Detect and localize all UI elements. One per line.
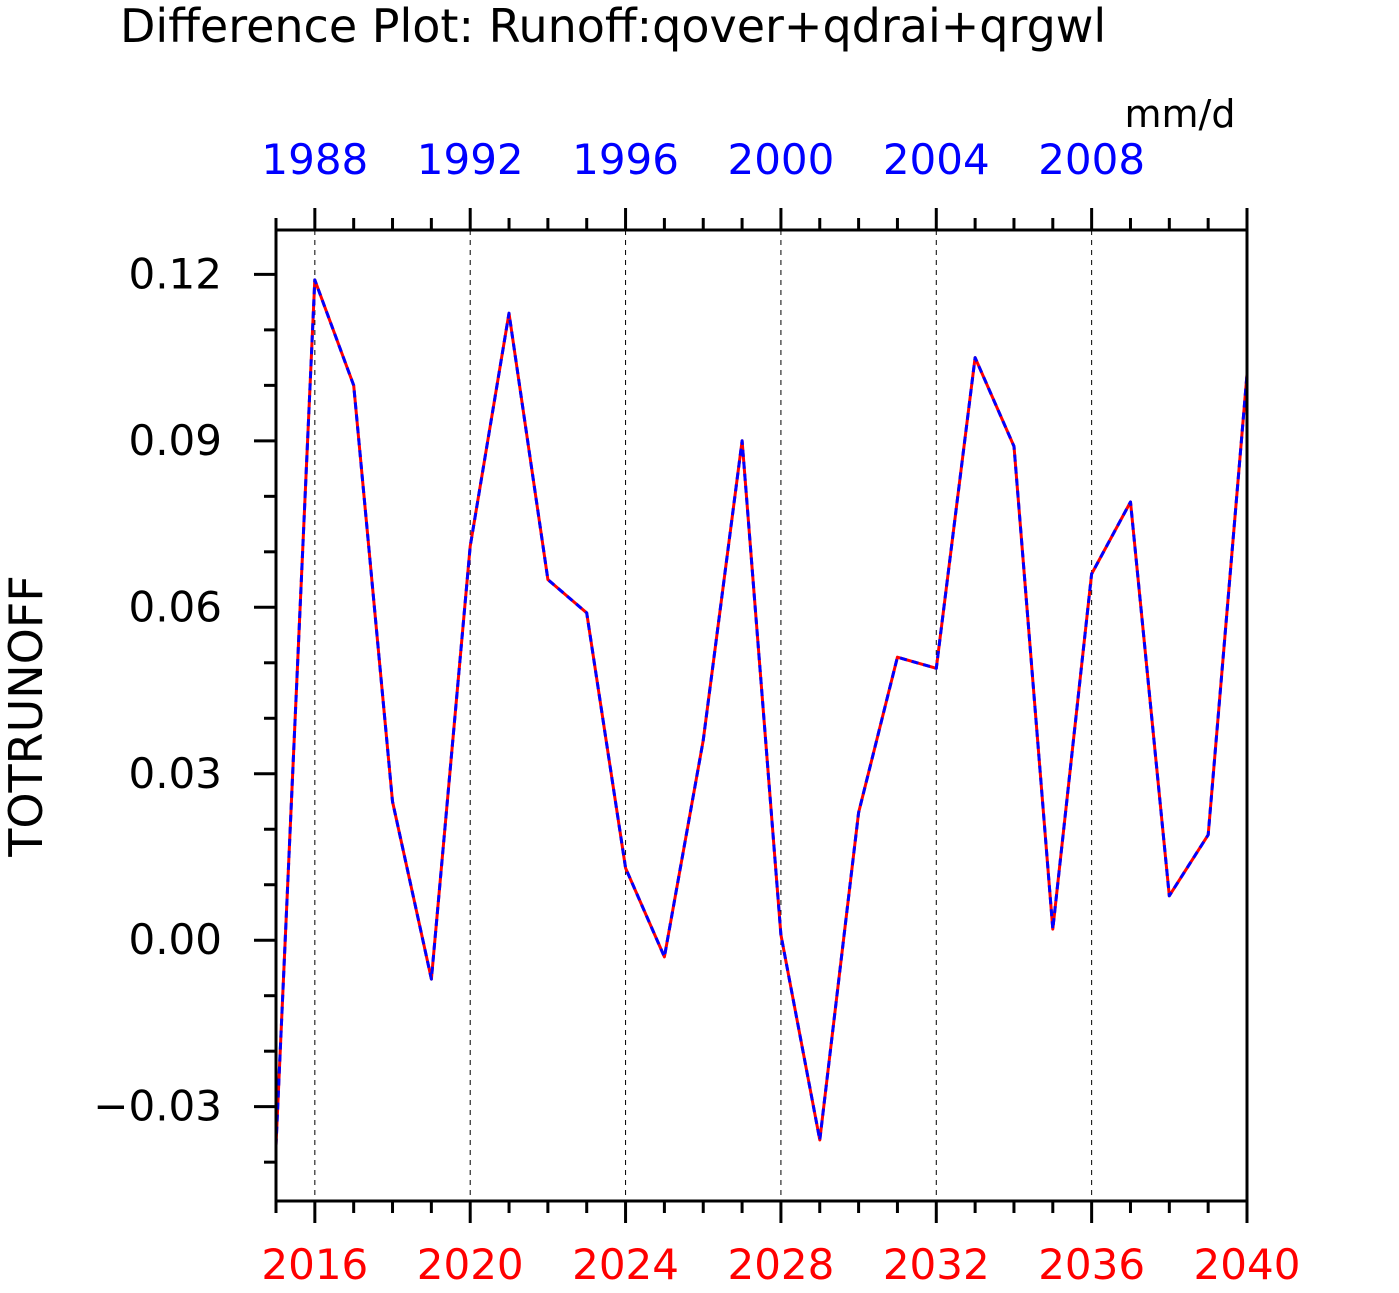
y-tick-label: 0.06 xyxy=(128,582,222,631)
x-tick-label-top: 1996 xyxy=(572,135,679,184)
chart-title: Difference Plot: Runoff:qover+qdrai+qrgw… xyxy=(120,0,1106,53)
x-tick-label-top: 1992 xyxy=(417,135,524,184)
series-lines xyxy=(274,278,1249,1146)
axis-ticks xyxy=(254,208,1249,1223)
series-line-red xyxy=(274,278,1249,1146)
y-tick-label: 0.12 xyxy=(128,249,222,298)
y-tick-label: 0.00 xyxy=(128,915,222,964)
series-line-blue xyxy=(274,278,1249,1146)
x-tick-label-top: 1988 xyxy=(261,135,368,184)
x-tick-label-bottom: 2036 xyxy=(1038,1240,1145,1289)
y-tick-label: 0.03 xyxy=(128,749,222,798)
x-tick-label-top: 2008 xyxy=(1038,135,1145,184)
x-tick-label-top: 2000 xyxy=(727,135,834,184)
y-axis-label: TOTRUNOFF xyxy=(0,575,53,858)
grid-lines xyxy=(314,230,1093,1201)
x-tick-label-bottom: 2016 xyxy=(261,1240,368,1289)
plot-frame xyxy=(274,228,1249,1203)
x-tick-label-bottom: 2028 xyxy=(727,1240,834,1289)
y-tick-label: 0.09 xyxy=(128,416,222,465)
units-label: mm/d xyxy=(1125,92,1236,136)
x-tick-label-top: 2004 xyxy=(883,135,990,184)
x-tick-label-bottom: 2020 xyxy=(417,1240,524,1289)
x-tick-label-bottom: 2040 xyxy=(1194,1240,1301,1289)
y-tick-label: −0.03 xyxy=(93,1082,222,1131)
tick-labels: 2016 2020 2024 2028 2032 2036 2040 1988 1992 1996… xyxy=(93,135,1300,1289)
x-tick-label-bottom: 2024 xyxy=(572,1240,679,1289)
x-tick-label-bottom: 2032 xyxy=(883,1240,990,1289)
